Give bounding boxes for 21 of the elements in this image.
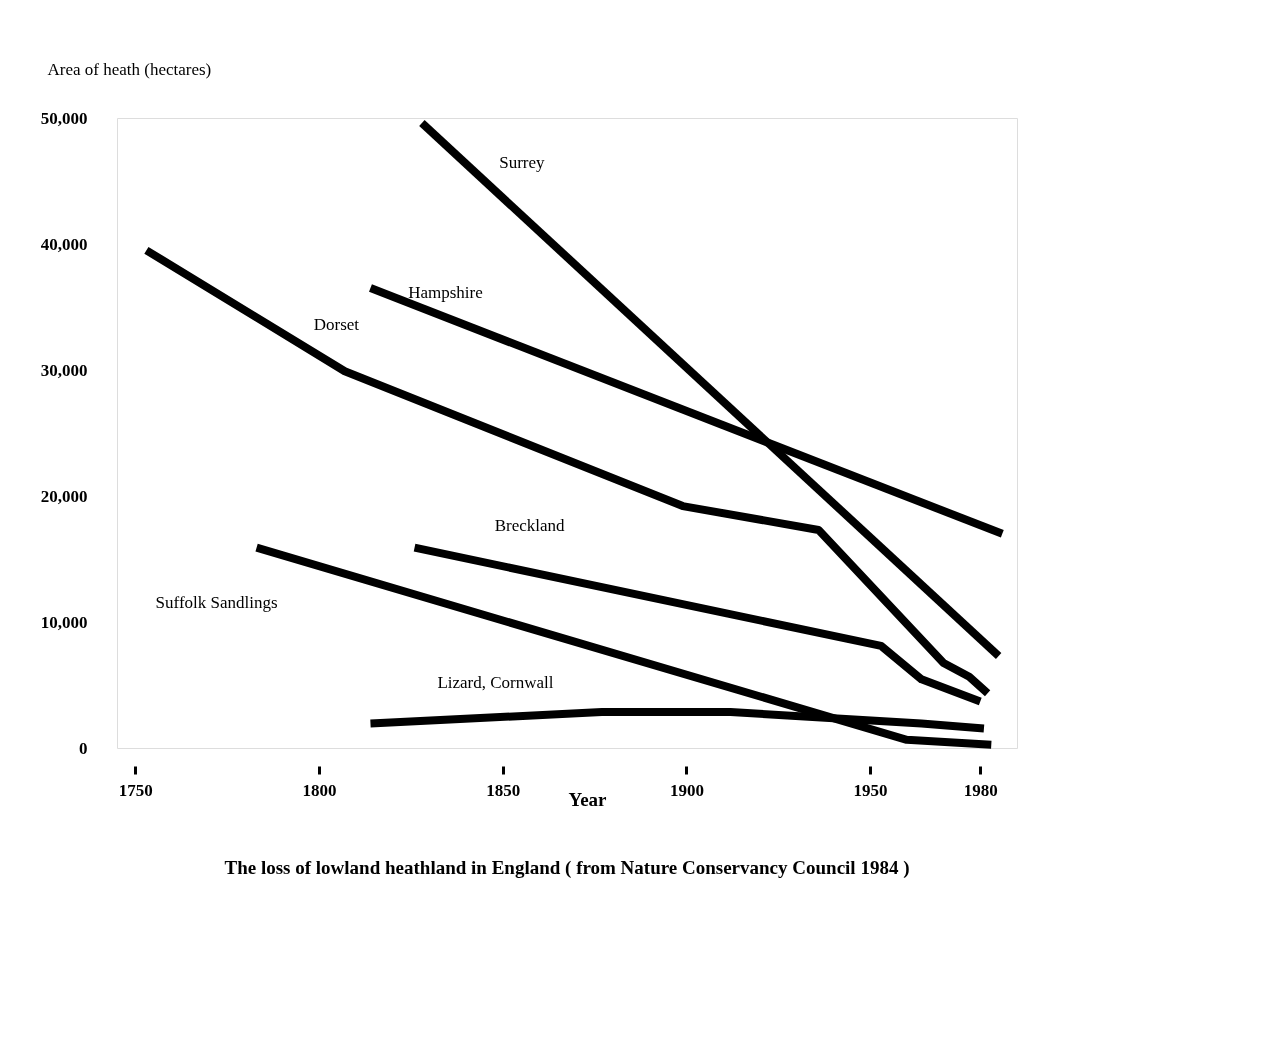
series-label: Breckland <box>494 515 565 535</box>
series-label: Hampshire <box>408 283 483 303</box>
y-tick-label: 10,000 <box>40 612 88 632</box>
text: Suffolk Sandlings <box>155 592 278 612</box>
y-tick-label: 30,000 <box>40 360 88 380</box>
y-tick-label: 0 <box>79 738 88 758</box>
series-label: Surrey <box>499 153 546 173</box>
series-label: Dorset <box>313 315 360 335</box>
x-tick-label: 1850 <box>486 780 521 800</box>
text: The loss of lowland heathland in England ( from Nature Conservancy Council 1984 ) <box>224 857 910 879</box>
y-axis-title: Area of heath (hectares) <box>47 59 212 79</box>
x-tick-label: 1980 <box>963 780 998 800</box>
y-tick-label: 40,000 <box>40 234 88 254</box>
x-tick-label: 1900 <box>669 780 704 800</box>
x-tick-label: 1800 <box>302 780 337 800</box>
y-tick-label: 20,000 <box>40 486 88 506</box>
x-axis-title: Year <box>568 788 608 810</box>
series-label: Lizard, Cornwall <box>437 673 554 693</box>
x-tick-label: 1950 <box>853 780 888 800</box>
x-tick-label: 1750 <box>118 780 153 800</box>
y-tick-label: 50,000 <box>40 108 88 128</box>
